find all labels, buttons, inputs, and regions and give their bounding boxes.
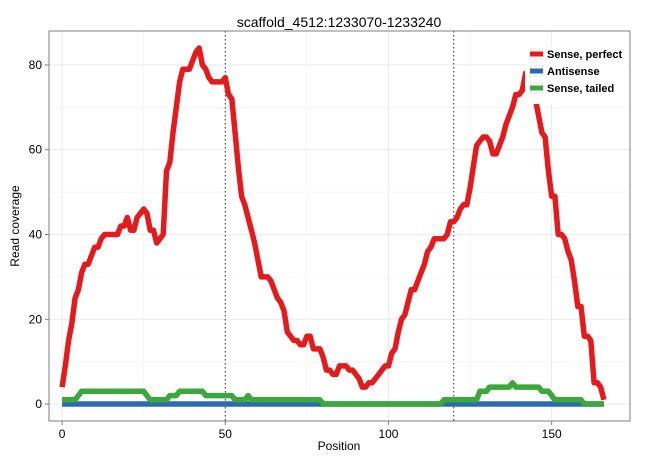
x-axis-label: Position — [318, 439, 361, 453]
legend-label-sense-perfect: Sense, perfect — [547, 49, 623, 61]
x-axis-ticks: 0 50 100 150 — [59, 421, 562, 441]
legend-label-antisense: Antisense — [547, 66, 600, 78]
plot-border — [48, 30, 631, 422]
legend: Sense, perfect Antisense Sense, tailed — [525, 46, 627, 104]
legend-label-sense-tailed: Sense, tailed — [547, 83, 614, 95]
y-tick-label: 40 — [29, 227, 43, 241]
x-tick-label: 100 — [378, 427, 398, 441]
chart-title: scaffold_4512:1233070-1233240 — [237, 14, 442, 30]
y-tick-label: 60 — [29, 143, 43, 157]
y-axis-ticks: 0 20 40 60 80 — [29, 58, 49, 411]
x-tick-label: 150 — [542, 427, 562, 441]
series-line-sense-tailed — [62, 380, 604, 407]
series-lines — [59, 45, 607, 407]
y-tick-label: 0 — [35, 397, 42, 411]
vertical-reference-lines — [224, 31, 455, 421]
y-tick-label: 80 — [29, 58, 43, 72]
y-axis-label: Read coverage — [8, 185, 22, 267]
y-tick-label: 20 — [29, 312, 43, 326]
series-line-sense-perfect — [59, 45, 607, 401]
x-tick-label: 50 — [219, 427, 233, 441]
x-tick-label: 0 — [59, 427, 66, 441]
